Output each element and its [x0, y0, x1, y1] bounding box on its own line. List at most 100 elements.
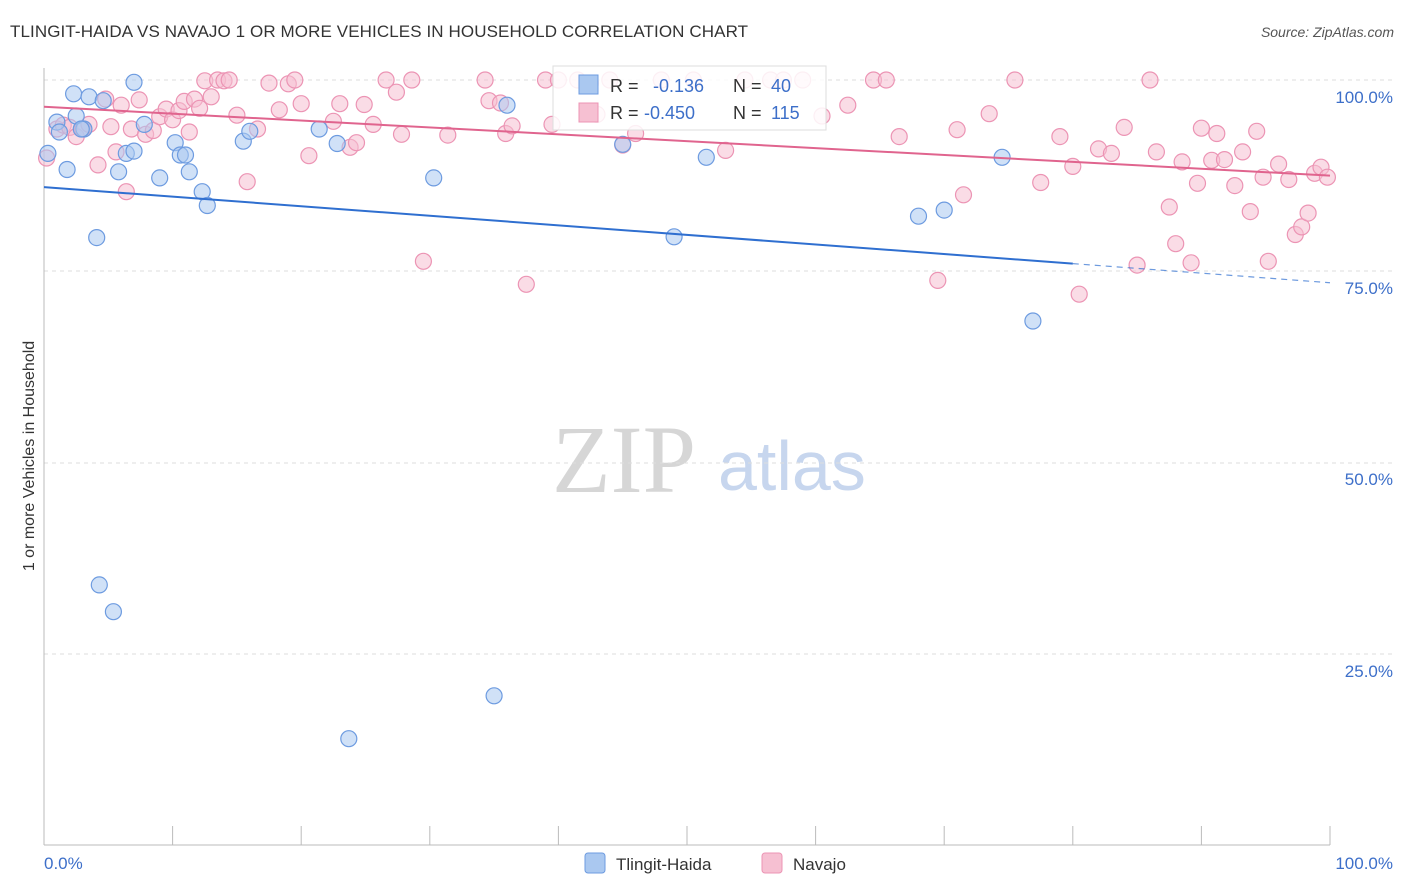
navajo-point	[1006, 71, 1024, 89]
navajo-point	[102, 118, 120, 136]
legend-label-navajo: Navajo	[793, 855, 846, 874]
navajo-point	[1102, 144, 1121, 162]
tlingit-haida-point	[88, 229, 106, 247]
chart-source: Source: ZipAtlas.com	[1260, 24, 1394, 40]
navajo-point	[228, 106, 246, 124]
watermark: ZIP atlas	[552, 406, 866, 513]
legend-swatch-navajo	[761, 852, 783, 874]
stats-r-value-navajo: -0.450	[644, 103, 695, 123]
tlingit-haida-point	[58, 160, 76, 179]
navajo-point	[331, 95, 349, 113]
trend-lines	[43, 105, 1331, 284]
tlingit-haida-point	[180, 163, 198, 181]
legend-swatch-tlingit	[584, 852, 606, 874]
tlingit-haida-point	[80, 88, 98, 106]
navajo-point	[414, 252, 432, 270]
navajo-point	[387, 83, 405, 101]
tlingit-haida-point	[64, 85, 83, 103]
navajo-point	[1167, 235, 1185, 253]
tlingit-haida-point	[310, 120, 328, 138]
navajo-point	[948, 121, 966, 139]
navajo-point	[1248, 122, 1266, 140]
navajo-point	[1293, 218, 1311, 236]
navajo-point	[286, 71, 304, 89]
navajo-point	[355, 95, 373, 114]
x-tick-label-min: 0.0%	[44, 854, 83, 873]
x-axis-ticks	[172, 826, 1331, 845]
tlingit-haida-point	[425, 169, 443, 187]
tlingit-haida-point	[50, 123, 69, 141]
navajo-point	[220, 71, 238, 89]
navajo-point	[130, 91, 148, 109]
navajo-point	[716, 141, 735, 159]
y-tick-label-25: 25.0%	[1345, 662, 1393, 681]
navajo-point	[1192, 119, 1211, 137]
navajo-point	[439, 126, 457, 144]
navajo-point	[1173, 153, 1191, 171]
navajo-point	[1233, 143, 1252, 161]
tlingit-haida-point	[340, 730, 358, 748]
tlingit-haida-point	[125, 73, 143, 91]
tlingit-haida-point	[90, 576, 108, 594]
tlingit-haida-point	[665, 228, 683, 246]
navajo-point	[89, 156, 107, 174]
navajo-point	[202, 88, 220, 106]
navajo-trend-line	[43, 105, 1331, 177]
navajo-point	[503, 117, 521, 135]
tlingit-haida-point	[176, 146, 195, 164]
navajo-point	[1141, 71, 1159, 89]
stats-n-label-tlingit: N =	[733, 76, 762, 96]
navajo-point	[1188, 174, 1207, 192]
tlingit-haida-trend-extension	[1072, 263, 1331, 284]
navajo-point	[1241, 203, 1259, 221]
navajo-point	[476, 71, 494, 89]
tlingit-haida-point	[39, 144, 57, 162]
tlingit-haida-point	[135, 115, 153, 134]
navajo-point	[117, 183, 135, 201]
stats-r-label-navajo: R =	[610, 103, 639, 123]
x-tick-label-max: 100.0%	[1335, 854, 1393, 873]
navajo-point	[403, 71, 421, 89]
legend-label-tlingit: Tlingit-Haida	[616, 855, 712, 874]
tlingit-haida-point	[498, 96, 516, 114]
tlingit-haida-point	[328, 134, 346, 153]
tlingit-haida-point	[198, 196, 216, 215]
navajo-point	[1208, 124, 1226, 143]
navajo-point	[1215, 151, 1234, 169]
tlingit-haida-point	[72, 120, 90, 138]
navajo-point	[1226, 177, 1244, 195]
navajo-point	[929, 271, 947, 289]
navajo-point	[377, 71, 395, 89]
stats-r-label-tlingit: R =	[610, 76, 639, 96]
navajo-point	[347, 134, 366, 152]
stats-r-value-tlingit: -0.136	[653, 76, 704, 96]
stats-box: R = -0.136 N = 40 R = -0.450 N = 115	[552, 65, 827, 131]
tlingit-haida-point	[614, 135, 632, 153]
tlingit-haida-point	[241, 122, 259, 140]
navajo-point	[1147, 143, 1166, 161]
chart-title: TLINGIT-HAIDA VS NAVAJO 1 OR MORE VEHICL…	[10, 22, 749, 41]
navajo-point	[1032, 173, 1050, 192]
navajo-point	[392, 125, 411, 143]
legend: Tlingit-Haida Navajo	[584, 852, 846, 874]
navajo-point	[1051, 128, 1069, 146]
tlingit-haida-point	[697, 148, 715, 166]
navajo-point	[980, 105, 998, 123]
watermark-zip: ZIP	[552, 406, 696, 513]
navajo-point	[238, 173, 256, 191]
navajo-point	[954, 186, 973, 204]
tlingit-haida-point	[109, 163, 128, 181]
tlingit-haida-points	[39, 73, 1042, 748]
stats-swatch-tlingit	[578, 74, 599, 95]
navajo-point	[1259, 252, 1277, 270]
navajo-point	[112, 96, 130, 114]
navajo-point	[1318, 168, 1337, 186]
navajo-point	[1280, 170, 1298, 189]
tlingit-haida-point	[104, 603, 123, 621]
navajo-point	[839, 96, 857, 114]
y-tick-label-50: 50.0%	[1345, 470, 1393, 489]
navajo-point	[1115, 118, 1133, 137]
navajo-point	[1182, 254, 1200, 272]
stats-n-value-navajo: 115	[771, 103, 800, 123]
